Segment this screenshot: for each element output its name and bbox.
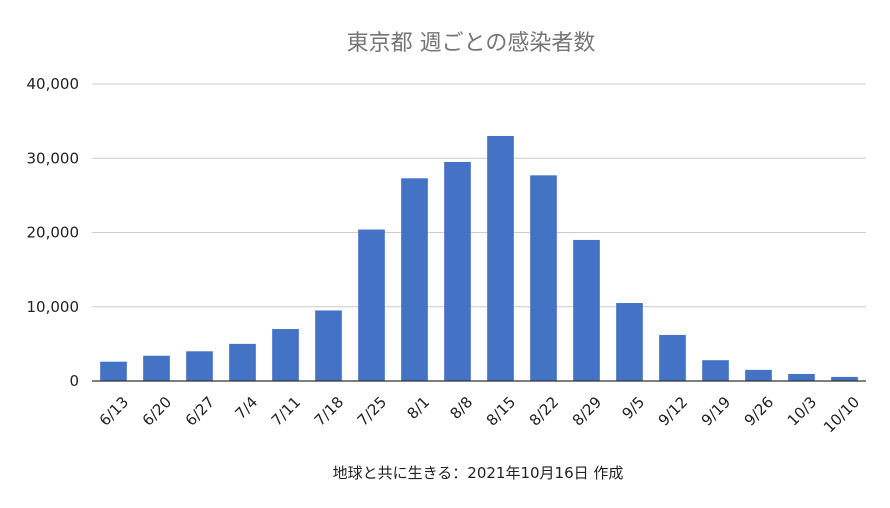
bars [100, 135, 858, 381]
x-tick-label: 9/5 [618, 393, 648, 423]
x-tick-label: 9/19 [698, 393, 735, 430]
x-tick-label: 8/22 [526, 393, 563, 430]
x-tick-label: 7/18 [311, 393, 348, 430]
x-tick-label: 9/12 [655, 393, 692, 430]
bar-9-12 [659, 334, 686, 381]
bar-7-18 [315, 310, 342, 381]
bar-9-5 [616, 303, 643, 381]
x-tick-label: 10/10 [820, 393, 863, 436]
bar-9-19 [702, 360, 729, 381]
x-tick-label: 8/8 [446, 393, 476, 423]
bar-7-25 [358, 229, 385, 381]
x-tick-label: 8/15 [483, 393, 520, 430]
x-tick-label: 8/1 [403, 393, 433, 423]
y-tick-label: 40,000 [27, 75, 80, 93]
x-tick-label: 6/27 [182, 393, 219, 430]
x-tick-label: 9/26 [741, 393, 778, 430]
y-tick-label: 20,000 [27, 224, 80, 242]
y-tick-label: 0 [69, 372, 79, 390]
x-tick-label: 6/13 [96, 393, 133, 430]
bar-10-10 [831, 376, 858, 381]
bar-9-26 [745, 369, 772, 381]
bar-8-22 [530, 175, 557, 381]
y-axis-ticks: 0 10,000 20,000 30,000 40,000 [27, 75, 80, 390]
bar-8-8 [444, 161, 471, 381]
x-tick-label: 7/4 [231, 393, 261, 423]
chart-title: 東京都 週ごとの感染者数 [347, 31, 596, 56]
y-tick-label: 10,000 [27, 298, 80, 316]
x-tick-label: 7/25 [354, 393, 391, 430]
bar-6-27 [186, 351, 213, 381]
bar-6-13 [100, 361, 127, 381]
bar-8-29 [573, 239, 600, 381]
bar-8-15 [487, 135, 514, 381]
x-tick-label: 10/3 [784, 393, 821, 430]
bar-6-20 [143, 355, 170, 381]
bar-7-4 [229, 343, 256, 381]
x-tick-label: 8/29 [569, 393, 606, 430]
x-tick-label: 6/20 [139, 393, 176, 430]
y-tick-label: 30,000 [27, 149, 80, 167]
bar-8-1 [401, 178, 428, 381]
x-axis-label: 地球と共に生きる：2021年10月16日 作成 [333, 464, 624, 482]
bar-10-3 [788, 373, 815, 381]
gridlines [92, 83, 866, 308]
x-tick-label: 7/11 [268, 393, 305, 430]
bar-7-11 [272, 329, 299, 381]
x-axis-ticks: 6/13 6/20 6/27 7/4 7/11 7/18 7/25 8/1 8/8 8/15 8/2… [96, 393, 864, 436]
